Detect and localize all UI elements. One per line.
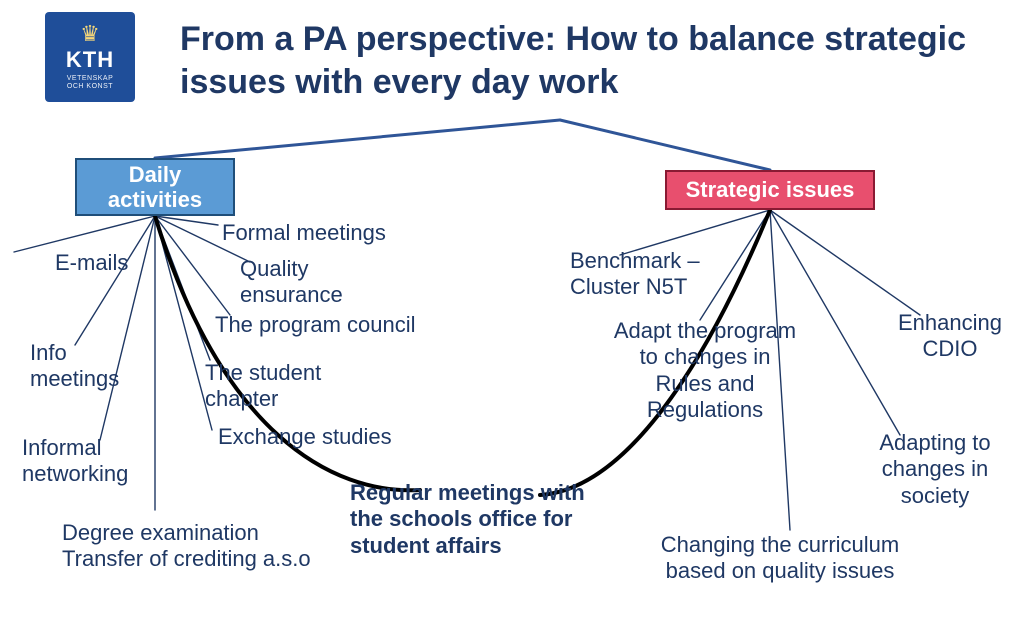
leaf-emails: E-mails <box>55 250 165 276</box>
page-title: From a PA perspective: How to balance st… <box>180 18 980 103</box>
leaf-curriculum: Changing the curriculumbased on quality … <box>630 532 930 585</box>
leaf-formal: Formal meetings <box>222 220 442 246</box>
slide: ♛ KTH VETENSKAP OCH KONST From a PA pers… <box>0 0 1024 621</box>
leaf-prog_council: The program council <box>215 312 475 338</box>
leaf-regular_meetings: Regular meetings with the schools office… <box>350 480 620 559</box>
leaf-enhancing: EnhancingCDIO <box>870 310 1024 363</box>
leaf-quality: Qualityensurance <box>240 256 400 309</box>
leaf-degree: Degree examinationTransfer of crediting … <box>62 520 382 573</box>
crown-icon: ♛ <box>80 23 100 45</box>
kth-logo: ♛ KTH VETENSKAP OCH KONST <box>45 12 135 102</box>
logo-text: KTH <box>66 47 114 73</box>
leaf-adapt_rules: Adapt the programto changes inRules andR… <box>595 318 815 424</box>
leaf-informal: Informalnetworking <box>22 435 182 488</box>
leaf-info: Infomeetings <box>30 340 160 393</box>
logo-subtext: VETENSKAP OCH KONST <box>67 75 114 90</box>
leaf-benchmark: Benchmark –Cluster N5T <box>570 248 750 301</box>
node-strategic-issues: Strategic issues <box>665 170 875 210</box>
leaf-student_ch: The studentchapter <box>205 360 385 413</box>
node-daily-activities: Dailyactivities <box>75 158 235 216</box>
leaf-exchange: Exchange studies <box>218 424 438 450</box>
leaf-adapting_soc: Adapting tochanges insociety <box>855 430 1015 509</box>
